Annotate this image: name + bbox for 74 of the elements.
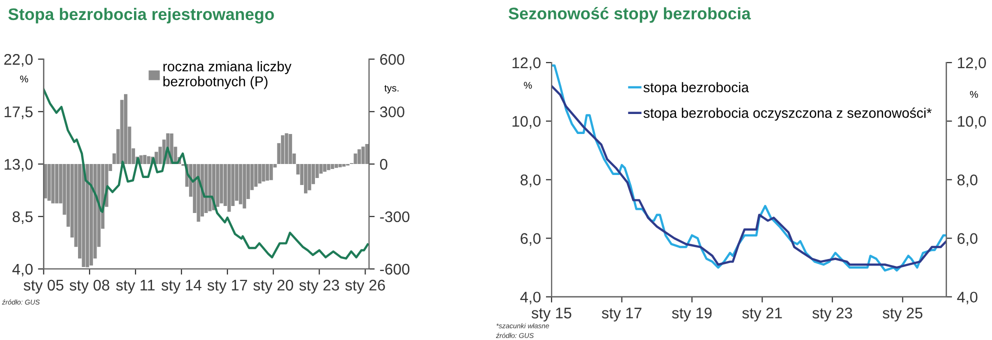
- bar: [288, 134, 292, 164]
- x-tick-label: sty 08: [70, 280, 110, 294]
- y-tick-label: 4,0: [12, 264, 33, 276]
- y2-tick-label: 300: [380, 106, 404, 118]
- x-tick-label: sty 26: [345, 280, 385, 294]
- y2-tick-label: 600: [380, 54, 404, 65]
- x-tick-label: sty 23: [299, 280, 340, 294]
- y-tick-label: 8,0: [520, 174, 541, 188]
- y2-tick-label: -600: [380, 264, 410, 275]
- y2-tick-label: 6,0: [958, 233, 978, 246]
- bar: [220, 164, 224, 204]
- x-tick-label: sty 23: [812, 308, 852, 322]
- bar: [269, 164, 273, 180]
- x-tick-label: sty 25: [882, 308, 922, 322]
- bar: [254, 164, 258, 187]
- bar: [55, 164, 58, 204]
- y-tick-label: 22,0: [4, 54, 33, 67]
- y-axis-title: %: [524, 82, 532, 89]
- bar: [204, 164, 208, 213]
- bar: [266, 164, 270, 181]
- y-axis-title: %: [20, 76, 28, 82]
- bar: [146, 156, 150, 164]
- bar: [227, 164, 231, 212]
- x-tick-label: sty 11: [116, 280, 155, 294]
- bar: [238, 164, 242, 204]
- y-tick-label: 8,5: [12, 211, 33, 224]
- line-series: [44, 88, 369, 260]
- chart-title: Sezonowość stopy bezrobocia: [508, 7, 751, 23]
- y-tick-label: 13,0: [4, 158, 33, 172]
- y2-tick-label: 10,0: [958, 116, 986, 129]
- bar: [51, 164, 55, 204]
- x-tick-label: sty 17: [602, 308, 642, 322]
- bar: [280, 135, 284, 164]
- x-tick-label: sty 21: [742, 308, 782, 322]
- y-tick-label: 12,0: [512, 57, 541, 70]
- bar: [330, 164, 334, 169]
- y2-tick-label: -300: [380, 211, 410, 222]
- bar: [90, 164, 93, 266]
- legend-label: stopa bezrobocia oczyszczona z sezonowości*: [644, 108, 932, 121]
- bar: [124, 94, 128, 164]
- x-tick-label: sty 15: [532, 308, 572, 322]
- x-tick-label: sty 17: [207, 280, 248, 294]
- y-tick-label: 4,0: [520, 292, 541, 304]
- chart-title: Stopa bezrobocia rejestrowanego: [8, 8, 274, 24]
- bar: [258, 164, 262, 184]
- y-tick-label: 10,0: [512, 116, 541, 129]
- bar: [208, 164, 212, 212]
- y2-axis-title: tys.: [384, 85, 398, 94]
- y2-tick-label: 8,0: [957, 174, 978, 188]
- legend-label: stopa bezrobocia: [644, 82, 749, 96]
- y2-tick-label: 4,0: [957, 292, 978, 304]
- bar: [334, 164, 338, 168]
- y2-axis-title: %: [970, 90, 978, 98]
- bar: [143, 154, 146, 164]
- legend-label: roczna zmiana liczby bezrobotnych (P): [163, 61, 292, 90]
- bar: [338, 164, 342, 168]
- bar: [323, 164, 326, 172]
- bar: [342, 164, 346, 167]
- bar: [326, 164, 330, 170]
- y2-tick-label: 12,0: [958, 57, 986, 70]
- bar: [304, 164, 308, 194]
- y2-tick-label: 0: [380, 158, 388, 170]
- bar: [216, 164, 220, 207]
- bar: [361, 146, 365, 164]
- bar: [358, 149, 361, 164]
- x-tick-label: sty 14: [162, 280, 202, 294]
- x-tick-label: sty 20: [253, 280, 294, 294]
- y-tick-label: 6,0: [520, 233, 541, 246]
- y-tick-label: 17,5: [4, 106, 33, 120]
- bar: [86, 164, 90, 268]
- bar: [47, 164, 51, 201]
- x-tick-label: sty 05: [24, 280, 64, 294]
- x-tick-label: sty 19: [672, 308, 712, 322]
- bar: [242, 164, 246, 208]
